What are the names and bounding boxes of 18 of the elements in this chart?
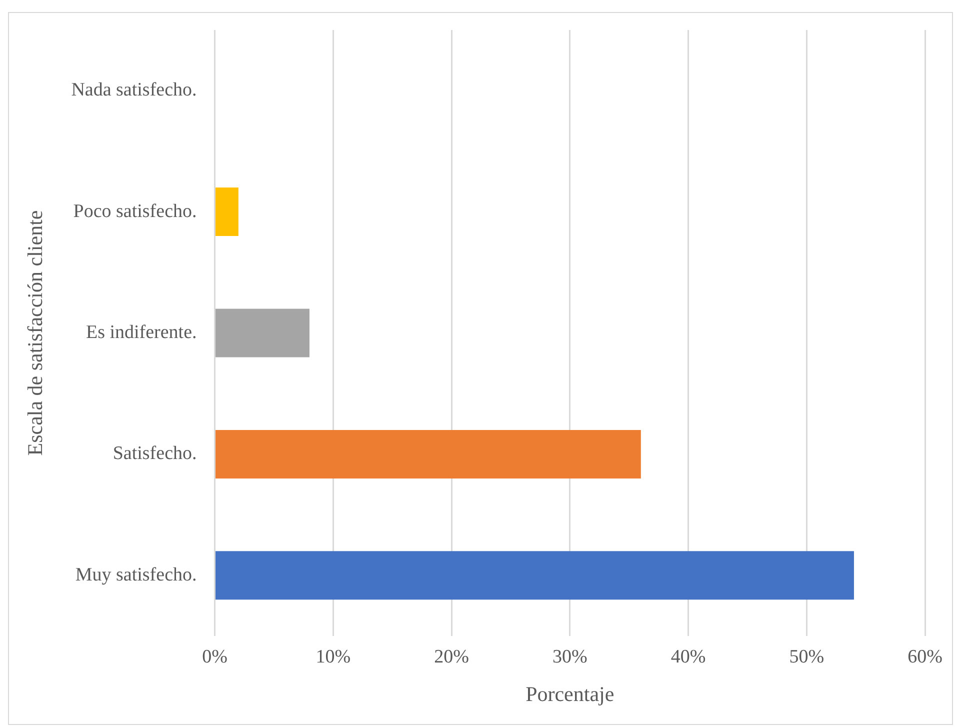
y-tick-label: Poco satisfecho. [73, 200, 197, 222]
bar [216, 188, 238, 236]
y-tick-label: Muy satisfecho. [75, 564, 197, 586]
y-tick-label: Es indiferente. [86, 322, 197, 343]
x-tick-label: 20% [434, 646, 470, 668]
x-tick-label: 50% [789, 646, 824, 668]
y-axis-title: Escala de satisfacción cliente [23, 210, 48, 456]
x-axis-title: Porcentaje [526, 682, 614, 706]
bar [216, 551, 854, 600]
y-tick-label: Nada satisfecho. [71, 80, 197, 101]
x-tick-label: 0% [202, 646, 228, 668]
x-tick-label: 30% [552, 646, 588, 668]
y-tick-label: Satisfecho. [112, 443, 197, 464]
bar [216, 430, 641, 478]
bar [216, 308, 310, 358]
x-tick-label: 40% [670, 646, 706, 668]
x-tick-label: 60% [908, 646, 943, 668]
x-tick-label: 10% [316, 646, 351, 668]
